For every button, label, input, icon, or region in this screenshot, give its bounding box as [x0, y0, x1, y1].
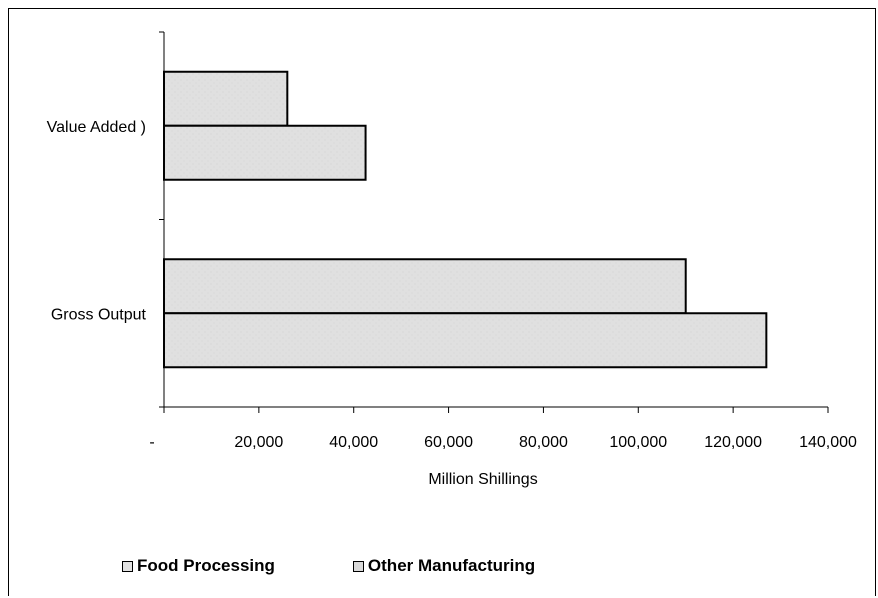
bar-food-processing-gross-output — [163, 312, 768, 369]
legend-swatch — [122, 560, 133, 572]
chart-frame — [8, 8, 876, 596]
x-tick-label: 140,000 — [799, 434, 857, 451]
category-label: Gross Output — [51, 306, 147, 323]
x-tick-label: 80,000 — [519, 434, 568, 451]
legend: Food Processing Other Manufacturing — [122, 556, 535, 576]
legend-label: Other Manufacturing — [367, 556, 536, 575]
x-tick-label: 60,000 — [424, 434, 473, 451]
legend-item: Food Processing — [122, 556, 275, 576]
bar-other-manufacturing-gross-output — [163, 258, 687, 315]
legend-item: Other Manufacturing — [352, 556, 536, 576]
x-tick-label: 20,000 — [234, 434, 283, 451]
x-tick-label: 40,000 — [329, 434, 378, 451]
x-tick-label: 100,000 — [609, 434, 667, 451]
x-axis-title: Million Shillings — [428, 471, 537, 488]
legend-label: Food Processing — [137, 556, 275, 575]
x-tick-label: - — [149, 434, 154, 451]
legend-swatch — [352, 560, 364, 572]
bar-other-manufacturing-value-added — [163, 70, 289, 127]
x-tick-label: 120,000 — [704, 434, 762, 451]
bar-food-processing-value-added — [163, 124, 367, 181]
category-label: Value Added ) — [47, 119, 146, 136]
